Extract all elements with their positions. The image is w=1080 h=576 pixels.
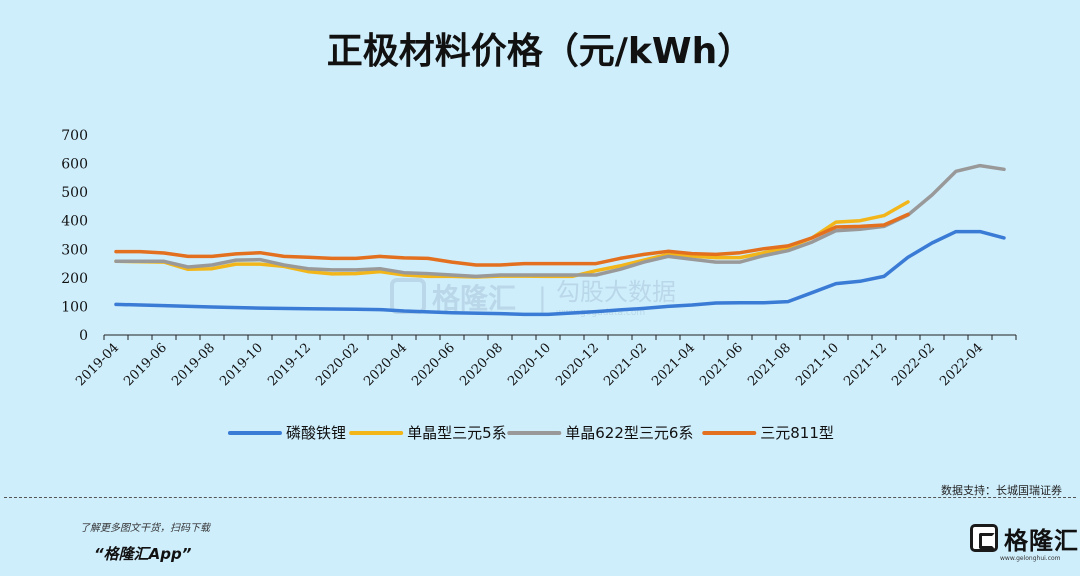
series-line-1 (114, 229, 1006, 317)
legend-item-3: 单晶622型三元6系 (507, 424, 693, 442)
legend: 磷酸铁锂 单晶型三元5系 单晶622型三元6系 三元811型 (227, 424, 834, 442)
x-tick-label: 2019-08 (169, 340, 218, 389)
x-tick-label: 2021-06 (697, 340, 746, 389)
y-tick-label: 200 (61, 271, 88, 287)
x-tick-label: 2021-04 (649, 340, 698, 389)
x-tick-label: 2020-04 (361, 340, 410, 389)
x-tick-label: 2022-04 (937, 340, 986, 389)
y-tick-label: 300 (61, 242, 88, 258)
x-tick-label: 2021-10 (793, 340, 842, 389)
y-tick-label: 600 (61, 157, 88, 173)
watermark-brand: 格隆汇 (432, 282, 516, 315)
promo-text: 了解更多图文干货，扫码下载 (80, 523, 210, 534)
y-tick-label: 0 (79, 328, 88, 344)
legend-item-4: 三元811型 (702, 424, 834, 442)
y-tick-label: 500 (61, 185, 88, 201)
x-tick-label: 2020-10 (505, 340, 554, 389)
y-tick-label: 700 (61, 128, 88, 144)
x-tick-label: 2019-12 (265, 340, 314, 389)
brand-url: www.gelonghui.com (1000, 555, 1061, 562)
brand-mark-icon (970, 524, 998, 552)
series-line-3 (114, 163, 1006, 279)
legend-item-1: 磷酸铁锂 (227, 424, 346, 442)
chart-title: 正极材料价格（元/kWh） (326, 31, 754, 72)
watermark-divider: | (538, 283, 547, 313)
x-tick-label: 2020-08 (457, 340, 506, 389)
legend-label: 磷酸铁锂 (286, 424, 346, 442)
brand-name: 格隆汇 (1004, 526, 1079, 555)
watermark-logo-icon (390, 278, 426, 314)
legend-label: 单晶型三元5系 (407, 424, 507, 442)
x-tick-label: 2020-06 (409, 340, 458, 389)
watermark-subtitle: 勾股大数据 (556, 278, 676, 306)
series-lines (114, 163, 1006, 317)
x-tick-label: 2019-06 (121, 340, 170, 389)
x-tick-label: 2021-08 (745, 340, 794, 389)
footer-divider (4, 497, 1076, 498)
y-tick-label: 400 (61, 214, 88, 230)
x-axis: 2019-04 2019-06 2019-08 2019-10 2019-12 2020-… (73, 334, 1017, 389)
y-axis: 0 100 200 300 400 500 600 700 (61, 128, 88, 344)
x-tick-label: 2020-12 (553, 340, 602, 389)
app-label: “格隆汇App” (94, 545, 192, 563)
x-tick-label: 2019-10 (217, 340, 266, 389)
x-tick-label: 2022-02 (889, 340, 938, 389)
legend-label: 单晶622型三元6系 (565, 424, 693, 442)
series-line-4 (114, 212, 910, 267)
legend-label: 三元811型 (760, 424, 834, 442)
brand-logo: 格隆汇 (970, 521, 1079, 555)
x-tick-label: 2020-02 (313, 340, 362, 389)
source-note: 数据支持：长城国瑞证券 (941, 484, 1062, 497)
legend-item-2: 单晶型三元5系 (349, 424, 507, 442)
x-tick-label: 2019-04 (73, 340, 122, 389)
y-tick-label: 100 (61, 299, 88, 315)
x-tick-label: 2021-12 (841, 340, 890, 389)
x-tick-label: 2021-02 (601, 340, 650, 389)
